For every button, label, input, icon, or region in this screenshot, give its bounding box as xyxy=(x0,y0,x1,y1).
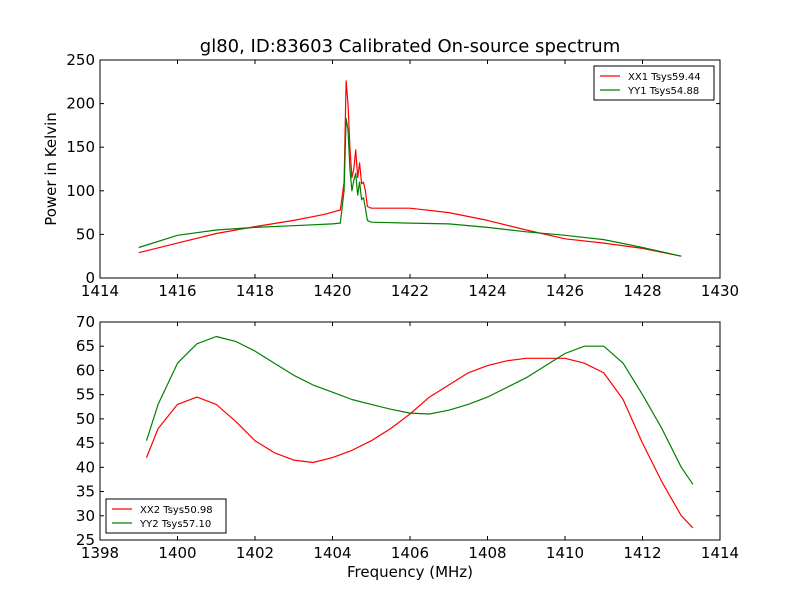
x-tick-label: 1424 xyxy=(468,282,506,300)
x-tick-label: 1414 xyxy=(701,544,739,562)
x-tick-label: 1426 xyxy=(546,282,584,300)
x-tick-label: 1406 xyxy=(391,544,429,562)
y-tick-label: 150 xyxy=(66,138,95,156)
y-tick-label: 55 xyxy=(76,386,95,404)
legend-entry: XX2 Tsys50.98 xyxy=(140,505,213,516)
legend-box xyxy=(593,65,715,101)
y-tick-label: 60 xyxy=(76,361,95,379)
series-line-0-0 xyxy=(138,80,682,257)
x-tick-label: 1422 xyxy=(391,282,429,300)
x-tick-label: 1400 xyxy=(158,544,196,562)
x-tick-label: 1412 xyxy=(623,544,661,562)
y-tick-label: 45 xyxy=(76,434,95,452)
x-tick-label: 1414 xyxy=(81,282,119,300)
y-tick-label: 70 xyxy=(76,313,95,331)
legend-box xyxy=(105,498,227,534)
y-tick-label: 35 xyxy=(76,483,95,501)
legend-entry: YY2 Tsys57.10 xyxy=(139,519,211,530)
series-line-0-1 xyxy=(138,117,682,257)
y-tick-label: 30 xyxy=(76,507,95,525)
x-tick-label: 1420 xyxy=(313,282,351,300)
series-line-1-1 xyxy=(145,335,694,485)
y-tick-label: 250 xyxy=(66,51,95,69)
legend-1: XX2 Tsys50.98 YY2 Tsys57.10 xyxy=(105,498,227,534)
y-tick-label: 50 xyxy=(76,410,95,428)
y-tick-label: 100 xyxy=(66,182,95,200)
x-tick-label: 1418 xyxy=(236,282,274,300)
x-tick-label: 1410 xyxy=(546,544,584,562)
y-tick-label: 0 xyxy=(85,269,95,287)
chart-title: gl80, ID:83603 Calibrated On-source spec… xyxy=(200,36,620,57)
y-tick-label: 200 xyxy=(66,95,95,113)
x-tick-label: 1408 xyxy=(468,544,506,562)
x-tick-label: 1430 xyxy=(701,282,739,300)
x-tick-label: 1416 xyxy=(158,282,196,300)
x-axis-label: Frequency (MHz) xyxy=(347,563,473,581)
x-tick-label: 1428 xyxy=(623,282,661,300)
x-tick-label: 1402 xyxy=(236,544,274,562)
y-tick-label: 40 xyxy=(76,458,95,476)
top-spectrum-panel: 1414 1416 1418 1420 1422 1424 1426 1428 1430 0 50 1… xyxy=(42,51,739,300)
y-tick-label: 65 xyxy=(76,337,95,355)
legend-entry: XX1 Tsys59.44 xyxy=(628,72,701,83)
y-tick-label: 50 xyxy=(76,225,95,243)
y-axis-label: Power in Kelvin xyxy=(42,112,60,226)
legend-entry: YY1 Tsys54.88 xyxy=(627,86,699,97)
series-line-1-0 xyxy=(145,357,694,529)
y-tick-label: 25 xyxy=(76,531,95,549)
x-tick-label: 1404 xyxy=(313,544,351,562)
bottom-spectrum-panel: 1398 1400 1402 1404 1406 1408 1410 1412 1414 25 30… xyxy=(76,313,739,581)
legend-0: XX1 Tsys59.44 YY1 Tsys54.88 xyxy=(593,65,715,101)
x-tick-label: 1398 xyxy=(81,544,119,562)
